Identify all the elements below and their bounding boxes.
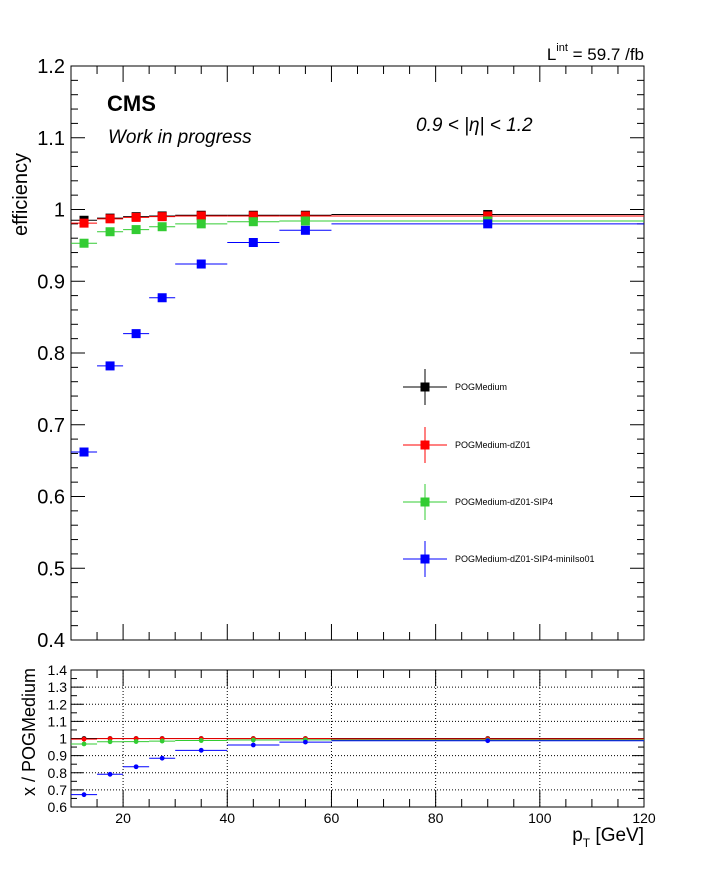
- main-data-point: [196, 219, 206, 229]
- ratio-axes: 0.60.70.80.91 1.11.21.31.4 20 40 60 80 100 120: [48, 662, 656, 826]
- main-ytick-label: 1: [54, 200, 65, 222]
- lumi-label: Lint = 59.7 /fb: [547, 42, 644, 64]
- main-ytick-label: 0.9: [37, 271, 65, 293]
- main-ytick-label: 0.7: [37, 415, 65, 437]
- main-data-point: [79, 218, 89, 228]
- legend-marker: [420, 382, 430, 392]
- ratio-series: [71, 736, 644, 798]
- main-data-point: [300, 225, 310, 235]
- main-ytick-label: 1.1: [37, 128, 65, 150]
- legend-entry-label: POGMedium: [455, 382, 507, 392]
- main-data-point: [131, 225, 141, 235]
- main-data-point: [300, 216, 310, 226]
- main-ytick-label: 0.6: [37, 487, 65, 509]
- ratio-data-point: [198, 738, 204, 743]
- main-data-point: [105, 227, 115, 237]
- main-ytick-label: 0.5: [37, 558, 65, 580]
- ratio-ytick-label: 0.7: [48, 782, 68, 798]
- ratio-ytick-label: 0.9: [48, 748, 68, 764]
- ratio-ylabel: x / POGMedium: [19, 668, 39, 796]
- x-axis-label: pT [GeV]: [572, 825, 644, 850]
- ratio-panel: 0.60.70.80.911.11.21.31.420 40 60 80 100 120 …: [19, 662, 656, 850]
- ratio-ytick-label: 1.3: [48, 679, 68, 695]
- main-data-point: [196, 259, 206, 269]
- ratio-xtick-label: 80: [428, 810, 444, 826]
- ratio-ytick-label: 1.4: [48, 662, 68, 678]
- main-data-point: [157, 222, 167, 232]
- ratio-data-point: [303, 739, 308, 745]
- ratio-ytick-label: 1: [59, 731, 67, 747]
- main-data-point: [196, 211, 206, 221]
- ratio-ytick-label: 0.8: [48, 765, 68, 781]
- main-ytick-label: 1.2: [37, 56, 65, 78]
- eta-label: 0.9 < |η| < 1.2: [416, 115, 533, 136]
- ratio-data-point: [250, 737, 256, 743]
- main-data-point: [248, 211, 258, 221]
- status-label: Work in progress: [108, 127, 252, 148]
- ratio-xtick-label: 60: [324, 810, 340, 826]
- legend-marker: [420, 497, 430, 507]
- main-data-point: [105, 214, 115, 224]
- ratio-data-point: [107, 771, 113, 777]
- main-data-point: [300, 211, 310, 221]
- ratio-xtick-label: 20: [115, 810, 131, 826]
- ratio-data-point: [133, 739, 139, 744]
- ratio-data-point: [159, 755, 165, 761]
- legend: POGMedium POGMedium-dZ01 POGMedium-dZ01-SI…: [403, 369, 595, 577]
- main-ylabel: efficiency: [10, 153, 32, 236]
- main-data-point: [131, 212, 141, 222]
- main-data-point: [248, 238, 258, 248]
- ratio-data-point: [250, 742, 256, 748]
- experiment-label: CMS: [107, 91, 156, 116]
- main-ytick-label: 0.4: [37, 630, 65, 652]
- ratio-data-point: [198, 747, 204, 753]
- legend-entry-label: POGMedium-dZ01-SIP4-miniIso01: [455, 554, 595, 564]
- main-ytick-label: 0.8: [37, 343, 65, 365]
- ratio-data-point: [81, 792, 87, 798]
- ratio-data-point: [159, 738, 165, 744]
- efficiency-panel: 0.4 0.5 0.6 0.7 0.8 0.9 1 1.1 1.2 efficiency Lin…: [10, 42, 645, 652]
- ratio-data-point: [81, 741, 87, 747]
- ratio-ytick-label: 1.1: [48, 713, 68, 729]
- ratio-data-point: [133, 764, 139, 770]
- ratio-xtick-label: 40: [219, 810, 235, 826]
- legend-entry-label: POGMedium-dZ01: [455, 440, 531, 450]
- legend-marker: [420, 440, 430, 450]
- main-data-point: [157, 293, 167, 303]
- main-data-point: [105, 361, 115, 371]
- ratio-xtick-label: 120: [632, 810, 656, 826]
- ratio-data-point: [81, 736, 87, 742]
- ratio-xtick-label: 100: [528, 810, 552, 826]
- main-data-point: [157, 212, 167, 222]
- main-axes: 0.4 0.5 0.6 0.7 0.8 0.9 1 1.1 1.2: [37, 56, 645, 652]
- main-data-point: [248, 217, 258, 227]
- ratio-data-point: [107, 739, 113, 745]
- main-series: [71, 210, 644, 457]
- ratio-ytick-label: 1.2: [48, 696, 68, 712]
- ratio-data-point: [485, 738, 491, 744]
- main-data-point: [79, 447, 89, 457]
- main-data-point: [483, 219, 493, 229]
- main-data-point: [131, 329, 141, 339]
- legend-entry-label: POGMedium-dZ01-SIP4: [455, 497, 553, 507]
- main-data-point: [79, 238, 89, 248]
- main-data-point: [483, 211, 493, 221]
- ratio-ytick-label: 0.6: [48, 799, 68, 815]
- legend-marker: [420, 554, 430, 564]
